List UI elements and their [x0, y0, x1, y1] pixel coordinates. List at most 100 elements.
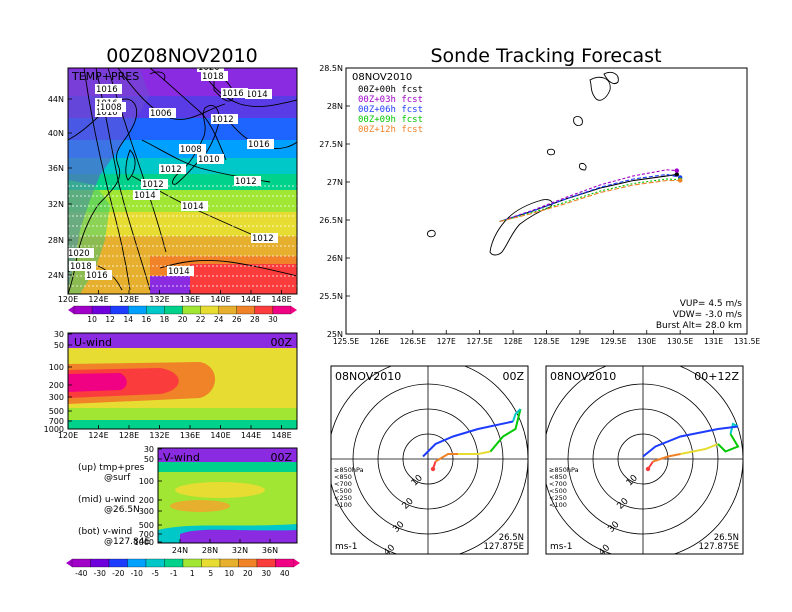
isobar-label: 1012 — [235, 177, 257, 187]
tp-colorbar-swatch — [110, 305, 129, 315]
wind-colorbar-swatch — [238, 558, 258, 568]
wind-colorbar: -40 -30 -20 -10 -5 -1 1 5 10 20 30 40 — [66, 558, 300, 578]
hodo-date: 08NOV2010 — [335, 370, 401, 383]
u-lon-label: 120E — [58, 431, 78, 440]
isobar-label-bg — [68, 248, 94, 258]
hodo-unit: ms-1 — [335, 542, 357, 552]
track-lat-label: 26N — [327, 254, 343, 263]
hodo-pressure-legend: <250 — [549, 494, 567, 502]
track-lon-label: 127.5E — [467, 337, 493, 346]
burst-alt-label: Burst Alt= 28.0 km — [656, 321, 742, 331]
u-panel-time: 00Z — [270, 336, 292, 349]
left-title: 00Z08NOV2010 — [106, 45, 258, 67]
hodo-start-point — [430, 466, 436, 472]
tp-lat-label: 44N — [48, 95, 64, 104]
tp-lat-label: 28N — [48, 236, 64, 245]
tp-colorbar-label: 16 — [142, 315, 152, 324]
hodo-pressure-legend: <700 — [334, 480, 352, 488]
track-lon-label: 128E — [504, 337, 523, 346]
isobar-label-bg — [245, 89, 272, 99]
hodo-trace-2 — [458, 450, 491, 455]
right-title: Sonde Tracking Forecast — [430, 45, 661, 67]
tp-lat-label: 32N — [48, 200, 64, 209]
wind-colorbar-swatch — [71, 558, 91, 568]
tp-colorbar-label: 20 — [178, 315, 188, 324]
burst-point-0 — [674, 172, 680, 177]
tp-lon-label: 120E — [58, 295, 78, 304]
isobar-label-bg — [149, 108, 176, 118]
hodo-start-point — [645, 466, 651, 472]
track-lat-label: 28.5N — [319, 64, 343, 73]
legend-notes: (up) tmp+pres @surf (mid) u-wind @26.5N … — [78, 463, 150, 547]
hodo-trace-4 — [729, 422, 739, 435]
v-p-label: 200 — [139, 496, 154, 505]
wind-colorbar-label: -30 — [94, 569, 106, 578]
u-p-label: 50 — [54, 341, 64, 350]
tp-colorbar-swatch — [218, 305, 237, 315]
wind-colorbar-label: 5 — [208, 569, 213, 578]
track-line-1 — [499, 169, 677, 223]
wind-colorbar-label: -10 — [131, 569, 143, 578]
tp-lat-label: 24N — [48, 271, 64, 280]
wind-colorbar-label: -40 — [75, 569, 87, 578]
isobar-label-bg — [69, 261, 96, 271]
tp-colorbar-label: 14 — [123, 315, 133, 324]
tp-colorbar-swatch — [182, 305, 201, 315]
track-lon-label: 126.5E — [400, 337, 426, 346]
isobar-label-bg — [181, 201, 208, 211]
isobar-label: 1008 — [180, 145, 202, 155]
isobar-label-bg — [234, 176, 261, 186]
note-mid-2: @26.5N — [104, 505, 140, 515]
tp-colorbar-arrow-right — [291, 306, 297, 314]
u-p-label: 300 — [49, 393, 64, 402]
u-lon-label: 140E — [210, 431, 230, 440]
track-lon-label: 129E — [570, 337, 589, 346]
tp-colorbar-swatch — [200, 305, 219, 315]
hodo-loc-lon: 127.875E — [483, 542, 524, 552]
track-lon-label: 129.5E — [600, 337, 626, 346]
tp-panel-label: TEMP+PRES — [71, 70, 139, 83]
isobar-label-bg — [85, 270, 112, 280]
tp-colorbar-label: 22 — [196, 315, 206, 324]
u-lon-label: 124E — [88, 431, 108, 440]
wind-colorbar-label: -1 — [170, 569, 178, 578]
isobar-label: 1016 — [248, 140, 270, 150]
tp-colorbar-swatch — [272, 305, 292, 315]
tp-lon-label: 132E — [149, 295, 169, 304]
hodo-date: 08NOV2010 — [550, 370, 616, 383]
track-lat-label: 26.5N — [319, 216, 343, 225]
wind-colorbar-label: -20 — [112, 569, 124, 578]
hodo-time: 00+12Z — [694, 370, 739, 383]
isobar-label: 1010 — [96, 108, 118, 118]
tp-colorbar-swatch — [146, 305, 165, 315]
wind-colorbar-swatch — [90, 558, 110, 568]
isobar-label: 1020 — [68, 249, 90, 259]
isobar-label: 1020 — [198, 63, 220, 73]
v-p-label: 500 — [139, 521, 154, 530]
isobar-label: 1012 — [252, 234, 274, 244]
vup-label: VUP= 4.5 m/s — [680, 299, 743, 309]
isobar-label: 1016 — [86, 271, 108, 281]
tp-colorbar-swatch — [236, 305, 255, 315]
wind-colorbar-label: 10 — [224, 569, 234, 578]
hodo-pressure-legend: ≥850hPa — [334, 466, 364, 474]
v-lat-label: 36N — [262, 546, 278, 555]
track-lon-label: 127E — [437, 337, 456, 346]
wind-colorbar-swatch — [145, 558, 165, 568]
note-up-2: @surf — [104, 473, 131, 483]
isobar-label: 1014 — [182, 202, 204, 212]
track-date: 08NOV2010 — [352, 72, 412, 83]
track-panel: 28.5N 28N 27.5N 27N 26.5N 26N 25.5N 25N 125.5E 1… — [319, 64, 760, 346]
wind-colorbar-label: 30 — [261, 569, 271, 578]
track-lon-label: 126E — [370, 337, 389, 346]
tp-lon-label: 148E — [271, 295, 291, 304]
wind-colorbar-swatch — [108, 558, 128, 568]
track-lon-label: 130.5E — [667, 337, 693, 346]
u-p-label: 700 — [49, 417, 64, 426]
u-p-label: 500 — [49, 407, 64, 416]
tp-colorbar-label: 12 — [105, 315, 115, 324]
isobar-label-bg — [159, 164, 186, 174]
wind-colorbar-label: -5 — [152, 569, 160, 578]
